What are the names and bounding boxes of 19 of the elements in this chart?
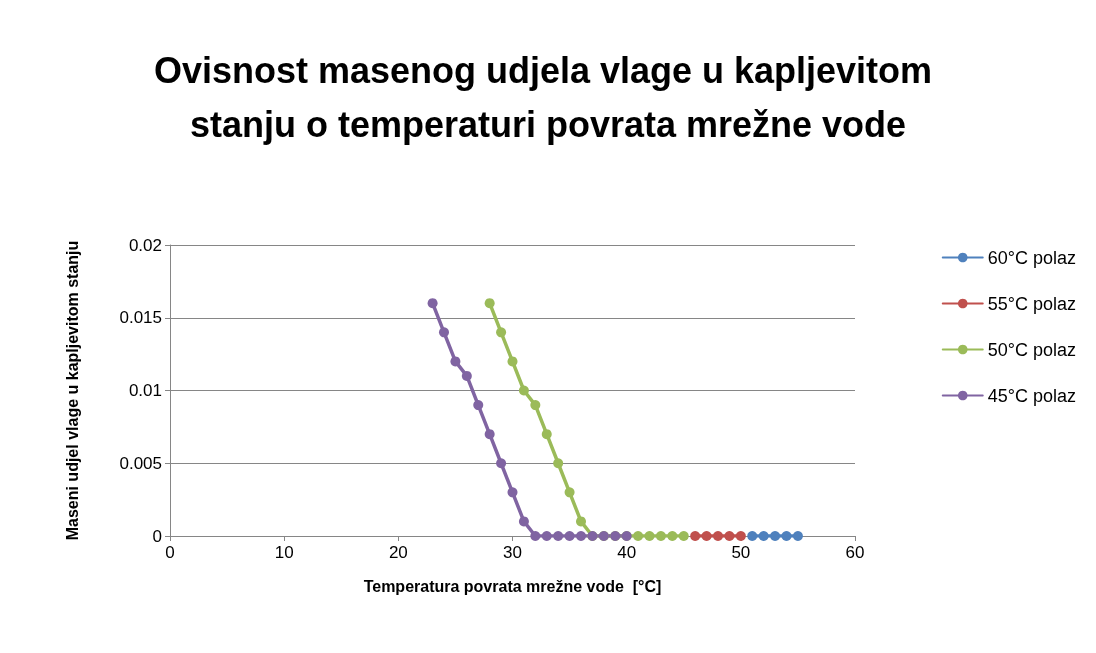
x-tick-label: 50: [731, 543, 751, 562]
x-tick-label: 10: [274, 543, 294, 562]
legend-label: 60°C polaz: [987, 247, 1077, 268]
legend-label: 55°C polaz: [987, 293, 1077, 314]
y-tick-label: 0: [152, 526, 162, 546]
y-tick-label: 0.02: [128, 235, 162, 255]
x-tick-label: 30: [503, 543, 522, 562]
legend-label: 50°C polaz: [987, 339, 1077, 360]
x-axis-title: Temperatura povrata mrežne vode [°C]: [363, 577, 662, 595]
legend-label: 45°C polaz: [987, 385, 1077, 406]
chart-title: Ovisnost masenog udjela vlage u kapljevitom stanju o temperaturi povrata mrežne vode: [153, 49, 943, 145]
x-tick-label: 40: [617, 543, 637, 562]
x-tick-label: 0: [165, 543, 175, 562]
x-tick-label: 20: [388, 543, 408, 562]
y-tick-label: 0.01: [128, 381, 162, 400]
x-tick-label: 60: [845, 543, 865, 562]
y-tick-label: 0.005: [119, 453, 162, 473]
y-axis-title: Maseni udjel vlage u kapljevitom stanju: [63, 240, 81, 541]
y-tick-label: 0.015: [119, 308, 162, 328]
